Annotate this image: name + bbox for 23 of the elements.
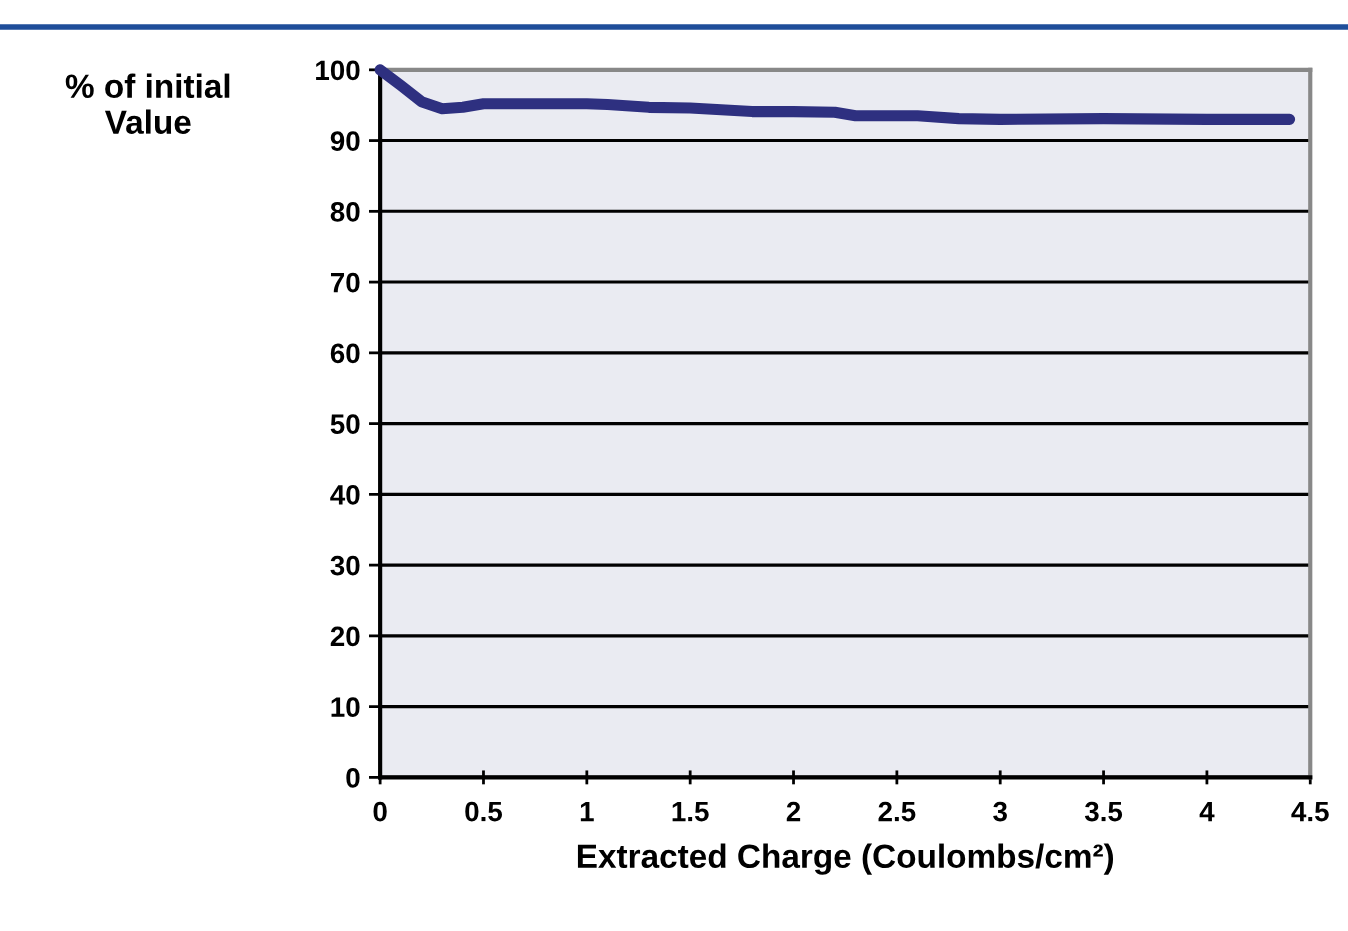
x-tick-label: 3.5 (1084, 801, 1123, 822)
y-tick-label: 60 (330, 343, 360, 364)
x-tick-label: 4 (1199, 802, 1215, 822)
x-tick-label: 1 (580, 802, 594, 822)
y-tick-label: 100 (316, 60, 360, 81)
x-tick-label: 2.5 (878, 801, 916, 822)
y-tick-label: 10 (331, 697, 360, 717)
y-tick-label: 0 (346, 768, 360, 788)
x-axis-title: Extracted Charge (Coulombs/cm²) (577, 843, 1114, 875)
y-axis-title: % of initial Value (65, 73, 230, 134)
y-tick-label: 70 (330, 272, 360, 293)
y-tick-label: 90 (330, 131, 360, 151)
x-tick-label: 3 (993, 801, 1007, 822)
x-tick-label: 0 (373, 801, 387, 822)
x-tick-label: 1.5 (672, 802, 709, 822)
x-tick-label: 2 (786, 801, 801, 822)
y-tick-label: 80 (330, 202, 360, 222)
y-tick-label: 30 (330, 555, 360, 576)
x-tick-label: 0.5 (465, 801, 503, 822)
y-tick-label: 50 (330, 414, 360, 434)
x-tick-label: 4.5 (1291, 802, 1329, 822)
y-tick-label: 40 (330, 485, 360, 505)
y-tick-label: 20 (330, 626, 360, 647)
